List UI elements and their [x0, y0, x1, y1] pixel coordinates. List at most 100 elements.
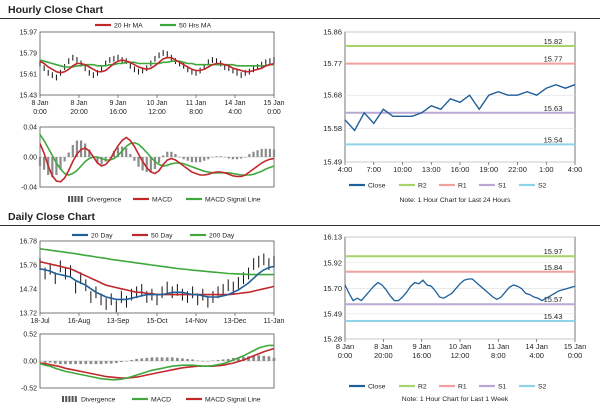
- daily-macd-divergence-bar: [130, 359, 133, 361]
- hourly-macd-legend-label: MACD Signal Line: [205, 197, 261, 204]
- daily-macd-divergence-bar: [43, 361, 47, 363]
- daily-macd-divergence-bar: [267, 356, 271, 361]
- daily-macd-divergence-bar: [135, 358, 139, 361]
- hourly-price-x-tick-label: 8:00: [189, 109, 203, 116]
- daily-section-title: Daily Close Chart: [8, 211, 95, 223]
- daily-macd-divergence-bar: [155, 357, 159, 361]
- hourly-24h-x-tick-label: 4:00: [568, 165, 583, 174]
- daily-price-x-tick-label: 13-Dec: [224, 318, 247, 325]
- daily-macd-divergence-bar: [104, 361, 108, 364]
- daily-week-x-tick-label: 0:00: [338, 351, 353, 360]
- hourly-macd-divergence-bar: [186, 157, 189, 161]
- daily-price-x-tick-label: 13-Sep: [107, 318, 130, 325]
- hourly-macd-divergence-bar: [256, 150, 259, 157]
- daily-macd-divergence-bar: [84, 361, 88, 365]
- daily-macd-legend-label: MACD: [151, 397, 171, 404]
- hourly-price-y-tick-label: 15.97: [19, 30, 37, 37]
- hourly-price-x-tick-label: 14 Jan: [224, 100, 245, 107]
- hourly-price-x-tick-label: 8 Jan: [31, 100, 48, 107]
- daily-week-x-tick-label: 4:00: [529, 351, 544, 360]
- hourly-24h-y-tick-label: 15.77: [323, 59, 342, 68]
- hourly-macd-divergence-bar: [116, 147, 120, 157]
- daily-macd-divergence-bar: [221, 359, 225, 361]
- hourly-price-x-tick-label: 0:00: [33, 109, 47, 116]
- daily-week-x-tick-label: 12:00: [451, 351, 470, 360]
- hourly-macd-divergence-bar: [223, 157, 226, 158]
- daily-week-x-tick-label: 9 Jan: [412, 342, 430, 351]
- daily-macd-divergence-bar: [226, 358, 230, 361]
- daily-macd-legend-label: Divergence: [81, 397, 116, 404]
- daily-week-level-label-r2: 15.97: [544, 247, 563, 256]
- hourly-macd-divergence-bar: [125, 148, 128, 157]
- hourly-macd-macd-series-line: [39, 136, 275, 183]
- daily-macd-macd-series-line: [39, 344, 274, 381]
- daily-macd-y-tick-label: 0.00: [23, 359, 37, 366]
- hourly-macd-divergence-bar: [84, 143, 87, 157]
- daily-macd-legend-swatch: [71, 396, 74, 402]
- daily-macd-divergence-bar: [79, 361, 83, 365]
- daily-price-y-tick-label: 15.76: [19, 263, 37, 270]
- hourly-macd-divergence-bar: [96, 157, 99, 163]
- daily-macd-divergence-bar: [181, 358, 184, 361]
- daily-week-legend-label: S1: [498, 384, 507, 391]
- hourly-macd-divergence-bar: [71, 145, 74, 157]
- hourly-macd-divergence-bar: [133, 157, 136, 161]
- hourly-macd-y-tick-label: 0.00: [23, 155, 37, 162]
- hourly-macd-legend-swatch: [74, 196, 77, 202]
- daily-week-x-tick-label: 20:00: [374, 351, 393, 360]
- daily-macd-divergence-bar: [114, 361, 118, 364]
- daily-price-ma200-series-line: [39, 248, 274, 276]
- daily-week-y-tick-label: 15.92: [323, 258, 342, 267]
- daily-price-ma20-series-line: [39, 265, 275, 301]
- daily-week-x-tick-label: 15 Jan: [564, 342, 587, 351]
- hourly-24h-x-tick-label: 22:00: [508, 165, 527, 174]
- daily-macd-y-tick-label: -0.52: [21, 386, 37, 393]
- daily-macd-divergence-bar: [165, 357, 169, 361]
- hourly-24h-y-tick-label: 15.49: [323, 158, 342, 167]
- hourly-macd-divergence-bar: [207, 157, 210, 160]
- hourly-macd-divergence-bar: [264, 148, 267, 157]
- hourly-macd-divergence-bar: [166, 151, 169, 157]
- daily-macd-divergence-bar: [145, 357, 149, 361]
- hourly-macd-divergence-bar: [67, 152, 70, 157]
- daily-price-y-tick-label: 13.72: [19, 311, 37, 318]
- hourly-macd-divergence-bar: [211, 157, 214, 158]
- hourly-macd-legend-label: MACD: [152, 197, 172, 204]
- hourly-macd-divergence-bar: [219, 156, 222, 157]
- daily-macd-divergence-bar: [196, 360, 200, 361]
- hourly-section-title: Hourly Close Chart: [8, 4, 104, 16]
- daily-macd-chart: 0.52 0.00 -0.52 Divergence MACD MACD Signal L…: [21, 332, 276, 404]
- daily-price-y-tick-label: 14.74: [19, 287, 37, 294]
- daily-macd-divergence-bar: [186, 358, 189, 361]
- hourly-price-y-tick-label: 15.79: [19, 51, 37, 58]
- hourly-price-x-tick-label: 0:00: [267, 109, 281, 116]
- hourly-macd-y-tick-label: -0.04: [21, 185, 37, 192]
- hourly-price-x-tick-label: 8 Jan: [70, 100, 87, 107]
- hourly-24h-y-tick-label: 15.58: [323, 124, 342, 133]
- daily-week-legend-label: R1: [458, 384, 467, 391]
- hourly-24h-level-label-s1: 15.63: [544, 104, 563, 113]
- hourly-macd-divergence-bar: [63, 157, 66, 162]
- hourly-macd-legend-swatch: [77, 196, 80, 202]
- daily-week-x-tick-label: 8 Jan: [336, 342, 354, 351]
- hourly-24h-legend-label: S2: [538, 183, 547, 190]
- daily-macd-legend-label: MACD Signal Line: [205, 397, 261, 404]
- hourly-macd-legend-label: Divergence: [87, 197, 122, 204]
- daily-macd-divergence-bar: [211, 360, 215, 361]
- daily-macd-divergence-bar: [242, 356, 245, 361]
- daily-macd-divergence-bar: [206, 361, 210, 362]
- daily-macd-divergence-bar: [252, 355, 256, 361]
- hourly-macd-divergence-bar: [203, 157, 206, 161]
- daily-price-legend-label: 20 Day: [91, 233, 113, 240]
- hourly-macd-divergence-bar: [38, 157, 42, 166]
- hourly-macd-divergence-bar: [42, 157, 46, 170]
- hourly-24h-legend-label: S1: [498, 183, 507, 190]
- daily-week-close-series-line: [344, 278, 576, 302]
- hourly-24h-y-tick-label: 15.86: [323, 28, 342, 37]
- daily-macd-divergence-bar: [150, 357, 154, 361]
- section-divider-bottom: [0, 225, 600, 226]
- daily-macd-divergence-bar: [89, 361, 93, 365]
- daily-macd-divergence-bar: [216, 359, 220, 361]
